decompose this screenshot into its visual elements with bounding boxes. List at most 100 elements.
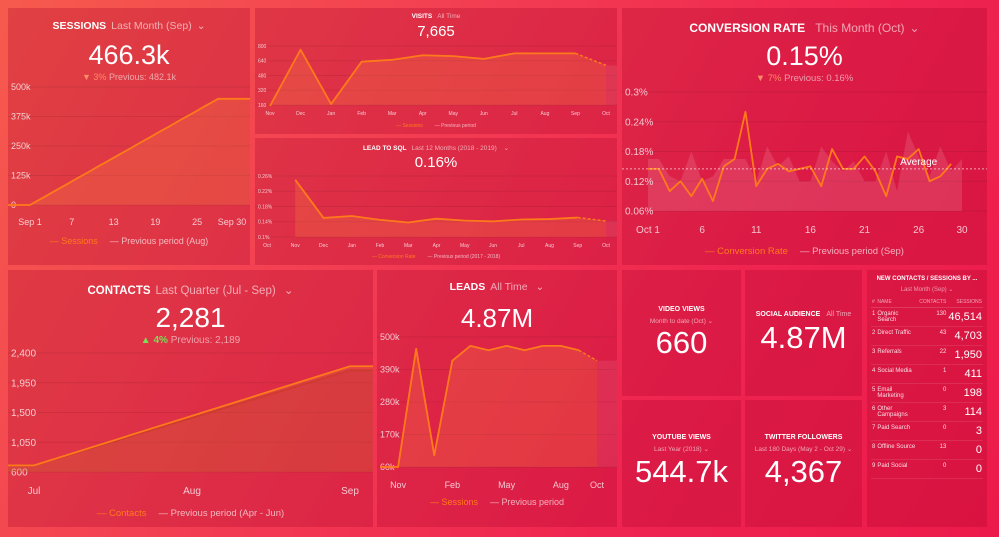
x-tick-label: Oct (602, 243, 610, 249)
row-contacts: 43 (918, 326, 948, 346)
x-tick-label: Mar (404, 243, 413, 249)
chevron-down-icon: ⌄ (705, 318, 714, 325)
conversion-rate-value: 0.15% (766, 41, 843, 71)
widget-title: SOCIAL AUDIENCE All Time (755, 311, 852, 318)
row-name: Organic Search (876, 307, 919, 327)
leads-legend: — Sessions — Previous period (377, 497, 617, 507)
legend-previous[interactable]: — Previous period (Aug) (109, 236, 209, 246)
series-area (8, 98, 250, 205)
legend-current[interactable]: — Sessions (396, 123, 423, 129)
period-selector[interactable]: Last Quarter (Jul - Sep) (155, 285, 276, 297)
chevron-down-icon[interactable]: ⌄ (501, 145, 510, 152)
previous-value: Previous: 2,189 (170, 335, 241, 346)
chevron-down-icon[interactable]: ⌄ (909, 21, 920, 35)
widget-title: LEADS (449, 281, 486, 293)
row-rank: 5 (871, 383, 877, 403)
y-tick-label: 160 (258, 103, 267, 109)
legend-previous[interactable]: — Previous period (2017 - 2018) (427, 254, 501, 260)
chevron-down-icon[interactable]: ⌄ (532, 281, 545, 293)
period-selector[interactable]: Last 180 Days (May 2 - Oct 29) ⌄ (754, 446, 853, 453)
legend-previous[interactable]: — Previous period (Apr - Jun) (158, 508, 285, 519)
visits-widget: VISITS All Time 7,665 160 320 480 640 800 Nov D… (255, 8, 617, 134)
x-tick-label: Feb (376, 243, 385, 249)
contacts-value: 2,281 (155, 302, 226, 333)
legend-previous[interactable]: — Previous period (489, 497, 565, 507)
table-row[interactable]: 2 Direct Traffic 43 4,703 (871, 326, 983, 346)
x-tick-label: Apr (419, 111, 427, 117)
series-line (269, 48, 576, 107)
legend-current[interactable]: — Contacts (96, 508, 147, 519)
table-row[interactable]: 1 Organic Search 130 46,514 (871, 307, 983, 327)
period-selector[interactable]: Last 12 Months (2018 - 2019) (411, 145, 497, 152)
change-percent: 4% (153, 335, 168, 346)
contacts-title[interactable]: CONTACTS Last Quarter (Jul - Sep) ⌄ (8, 283, 373, 297)
legend-current[interactable]: — Conversion Rate (705, 246, 788, 257)
series-line-dashed (575, 52, 607, 67)
table-row[interactable]: 8 Offline Source 13 0 (871, 440, 983, 460)
y-tick-label: 0.12% (625, 177, 653, 188)
video-views-value: 660 (655, 325, 708, 360)
x-tick-label: Sep (571, 111, 580, 117)
period-selector[interactable]: Last Year (2018) ⌄ (654, 446, 709, 453)
x-tick-label: May (498, 480, 516, 490)
chevron-down-icon: ⌄ (701, 446, 709, 453)
legend-previous[interactable]: — Previous period (Sep) (799, 246, 904, 257)
down-arrow-icon: ▼ (82, 72, 94, 82)
lead-to-sql-widget: LEAD TO SQL Last 12 Months (2018 - 2019) … (255, 138, 617, 265)
y-tick-label: 500k (380, 332, 400, 342)
sources-table: # NAME CONTACTS SESSIONS 1 Organic Search… (871, 297, 983, 479)
column-name[interactable]: NAME (876, 297, 919, 308)
table-row[interactable]: 4 Social Media 1 411 (871, 364, 983, 384)
leads-title[interactable]: LEADS All Time ⌄ (377, 281, 617, 293)
legend-current[interactable]: — Sessions (429, 497, 478, 507)
legend-current[interactable]: — Conversion Rate (371, 254, 416, 260)
table-header: # NAME CONTACTS SESSIONS (871, 297, 983, 308)
row-contacts: 1 (918, 364, 948, 384)
lead-to-sql-value: 0.16% (414, 154, 458, 171)
x-tick-label: Jun (480, 111, 488, 117)
chevron-down-icon[interactable]: ⌄ (196, 20, 206, 32)
period-selector[interactable]: Month to date (Oct) ⌄ (649, 318, 714, 325)
period-label: All Time (437, 13, 461, 20)
series-area (295, 179, 606, 237)
row-name: Offline Source (876, 440, 919, 460)
table-row[interactable]: 7 Paid Search 0 3 (871, 421, 983, 441)
period-selector[interactable]: All Time (490, 281, 528, 293)
column-contacts[interactable]: CONTACTS (918, 297, 948, 308)
conversion-rate-widget: CONVERSION RATE This Month (Oct) ⌄ 0.15% ▼… (622, 8, 987, 265)
widget-title: NEW CONTACTS / SESSIONS BY ... (876, 276, 978, 282)
chevron-down-icon[interactable]: ⌄ (280, 285, 294, 297)
x-tick-label: Feb (357, 111, 366, 117)
y-tick-label: 250k (11, 141, 31, 151)
table-row[interactable]: 5 Email Marketing 0 198 (871, 383, 983, 403)
row-sessions: 198 (947, 383, 983, 403)
legend-previous[interactable]: — Previous period (434, 123, 476, 129)
y-tick-label: 640 (258, 59, 267, 65)
row-rank: 1 (871, 307, 877, 327)
y-tick-label: 2,400 (11, 349, 36, 360)
x-tick-label: Sep (341, 486, 359, 497)
legend-current[interactable]: — Sessions (49, 236, 98, 246)
sessions-title[interactable]: SESSIONS Last Month (Sep) ⌄ (8, 20, 250, 32)
table-row[interactable]: 6 Other Campaigns 3 114 (871, 402, 983, 422)
period-selector[interactable]: Last Month (Sep) ⌄ (900, 287, 954, 293)
visits-legend: — Sessions — Previous period (255, 123, 617, 129)
current-period-area (606, 65, 617, 105)
y-tick-label: 0.22% (258, 189, 273, 195)
row-name: Social Media (876, 364, 919, 384)
table-row[interactable]: 3 Referrals 22 1,950 (871, 345, 983, 365)
column-sessions[interactable]: SESSIONS (947, 297, 983, 308)
row-name: Paid Search (876, 421, 919, 441)
lead-to-sql-title[interactable]: LEAD TO SQL Last 12 Months (2018 - 2019) … (255, 144, 617, 152)
period-selector[interactable]: This Month (Oct) (815, 21, 905, 35)
y-tick-label: 0.1% (258, 235, 270, 241)
y-tick-label: 375k (11, 112, 31, 122)
up-arrow-icon: ▲ (140, 335, 154, 346)
period-selector[interactable]: Last Month (Sep) (111, 20, 192, 32)
x-tick-label: Sep (573, 243, 582, 249)
column-rank[interactable]: # (871, 297, 877, 308)
table-row[interactable]: 9 Paid Social 0 0 (871, 459, 983, 479)
conversion-rate-title[interactable]: CONVERSION RATE This Month (Oct) ⌄ (622, 21, 987, 35)
x-tick-label: Oct (590, 480, 605, 490)
